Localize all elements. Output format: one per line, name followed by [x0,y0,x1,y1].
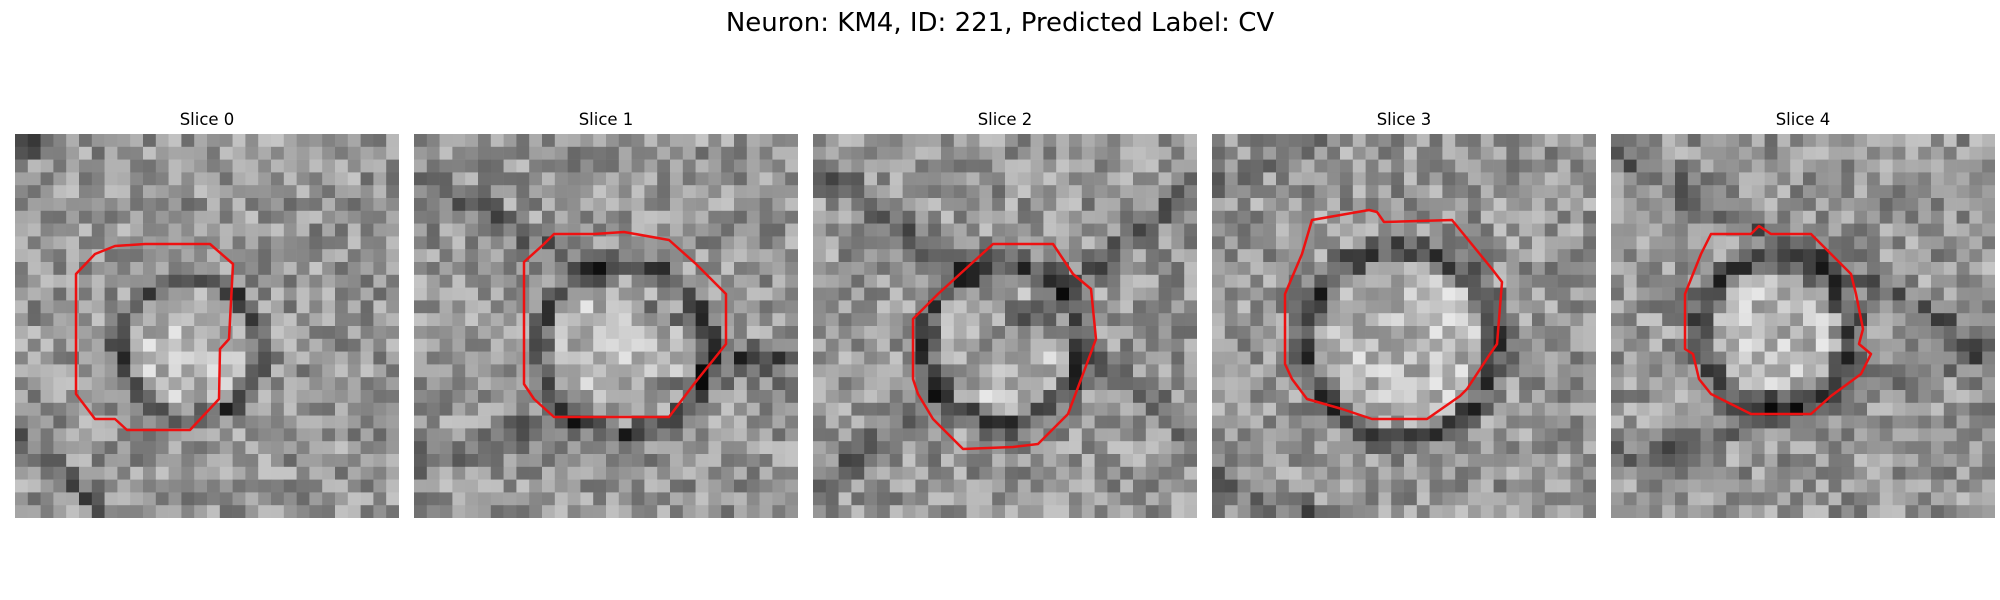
slice-panel-1: Slice 1 [414,108,798,518]
slice-panel-3: Slice 3 [1212,108,1596,518]
figure-title: Neuron: KM4, ID: 221, Predicted Label: C… [725,8,1275,38]
segmentation-contour [1683,224,1873,416]
pixel-texture [813,134,1197,518]
slice-panel-4: Slice 4 [1611,108,1995,518]
slice-title-2: Slice 2 [977,110,1033,129]
segmentation-contour [911,242,1098,451]
slice-image-4 [1611,134,1995,518]
slice-image-3 [1212,134,1596,518]
segmentation-contour [74,242,235,432]
slice-title-4: Slice 4 [1775,110,1831,129]
slice-image-2 [813,134,1197,518]
pixel-texture [414,134,798,518]
slice-title-0: Slice 0 [179,110,235,129]
segmentation-contour [522,230,728,419]
slice-image-1 [414,134,798,518]
pixel-texture [1212,134,1596,518]
pixel-texture [1611,134,1995,518]
pixel-texture [15,134,399,518]
slice-image-0 [15,134,399,518]
slice-title-3: Slice 3 [1376,110,1432,129]
slice-title-1: Slice 1 [578,110,634,129]
segmentation-contour [1283,208,1504,421]
slice-panel-0: Slice 0 [15,108,399,518]
slice-panel-2: Slice 2 [813,108,1197,518]
